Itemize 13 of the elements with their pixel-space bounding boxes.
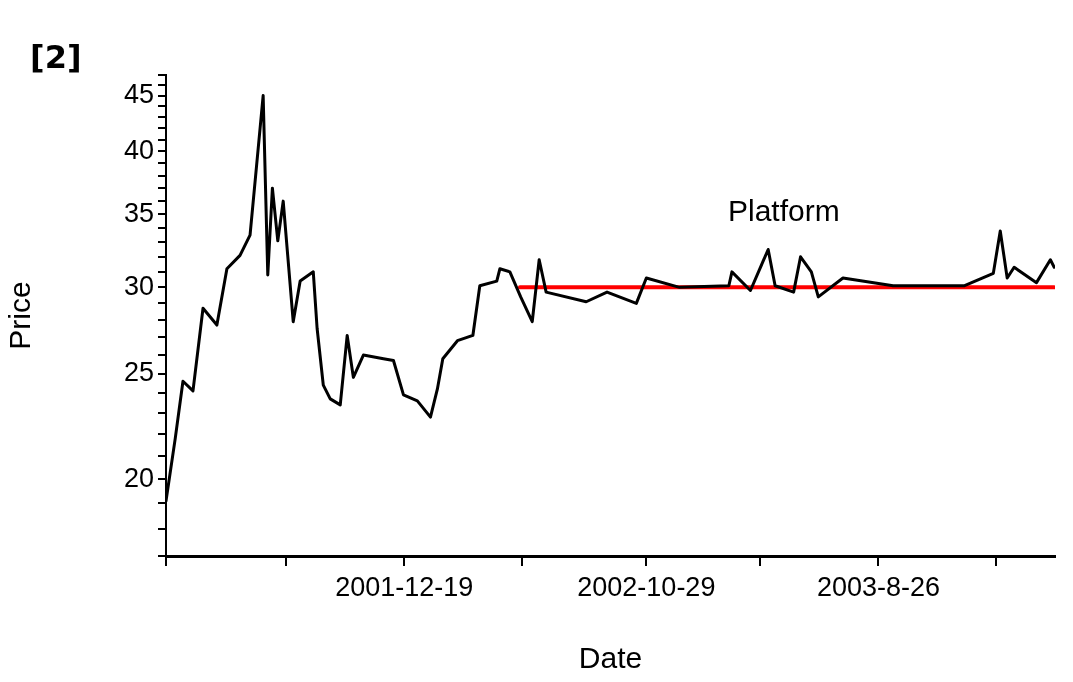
y-tick-label: 40 [123, 134, 154, 165]
chart-title: [2] [30, 38, 82, 76]
y-axis-title: Price [3, 281, 37, 350]
x-tick-label: 2001-12-19 [335, 571, 474, 602]
x-tick-label: 2002-10-29 [577, 571, 716, 602]
y-tick-label: 35 [123, 197, 154, 228]
annotation: Platform [728, 194, 840, 228]
y-tick-label: 25 [123, 357, 154, 388]
x-axis-title: Date [578, 641, 643, 675]
y-tick-label: 30 [123, 270, 154, 301]
y-tick-label: 45 [123, 79, 154, 110]
y-tick-label: 20 [123, 462, 154, 493]
x-tick-label: 2003-8-26 [816, 571, 940, 602]
